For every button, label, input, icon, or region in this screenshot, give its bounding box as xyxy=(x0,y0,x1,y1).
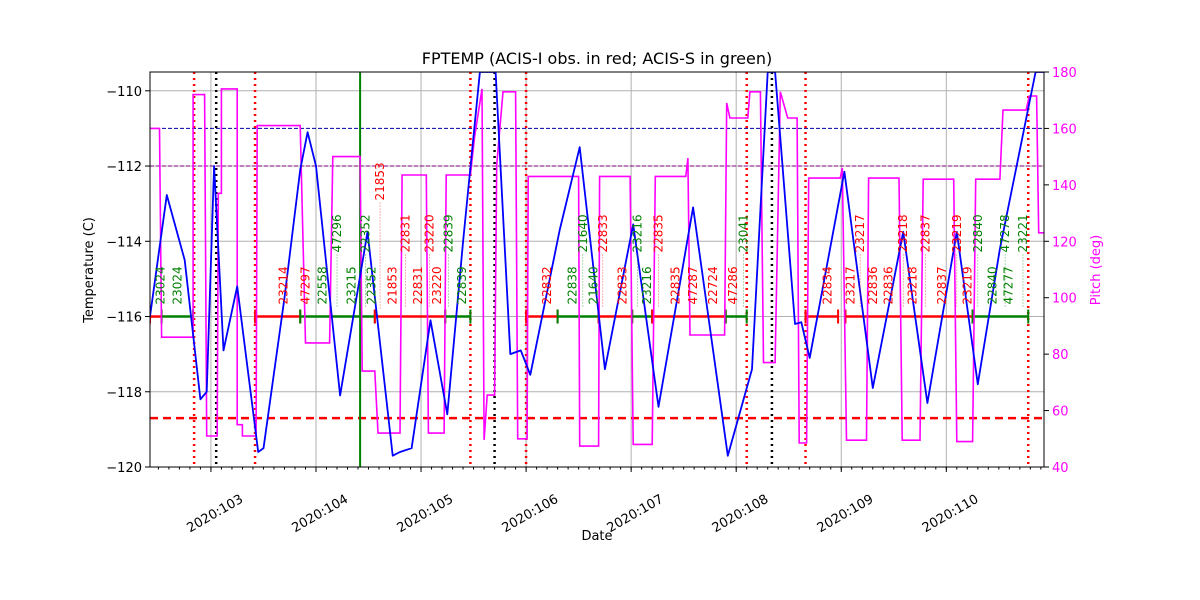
chart-title: FPTEMP (ACIS-I obs. in red; ACIS-S in gr… xyxy=(422,49,772,68)
obsid-label: 23220 xyxy=(430,266,444,304)
obsid-label: 47297 xyxy=(299,266,313,304)
obsid-label: 22835 xyxy=(652,214,666,252)
y2-tick-label: 120 xyxy=(1052,235,1077,250)
y2-tick-label: 100 xyxy=(1052,292,1077,307)
obsid-label: 22839 xyxy=(441,214,455,252)
obsid-label: 22837 xyxy=(935,266,949,304)
obsid-label: 23215 xyxy=(345,266,359,304)
obsid-label: 22838 xyxy=(565,266,579,304)
obsid-label: 22836 xyxy=(866,266,880,304)
y-axis-label: Temperature (C) xyxy=(82,217,97,324)
obsid-label: 23218 xyxy=(896,214,910,252)
obsid-label: 22831 xyxy=(411,266,425,304)
obsid-label: 22833 xyxy=(596,214,610,252)
obsid-label: 22352 xyxy=(365,266,379,304)
obsid-label: 23217 xyxy=(853,214,867,252)
obsid-label: 23220 xyxy=(422,214,436,252)
obsid-label: 47278 xyxy=(998,214,1012,252)
obsid-label: 23216 xyxy=(640,266,654,304)
obsid-label: 22839 xyxy=(455,266,469,304)
obsid-label: 47296 xyxy=(330,214,344,252)
obsid-label: 23214 xyxy=(276,266,290,304)
obsid-label: 23217 xyxy=(844,266,858,304)
y2-tick-label: 80 xyxy=(1052,348,1069,363)
obsid-label: 22724 xyxy=(706,266,720,304)
obsid-label: 22834 xyxy=(821,266,835,304)
obsid-label: 22558 xyxy=(315,266,329,304)
temperature-line xyxy=(150,72,1044,457)
y2-tick-label: 60 xyxy=(1052,405,1069,420)
obsid-label: 21640 xyxy=(576,214,590,252)
y2-tick-label: 140 xyxy=(1052,179,1077,194)
obsid-label: 23024 xyxy=(170,266,184,304)
y-tick-label: −112 xyxy=(106,160,142,175)
plot-frame xyxy=(149,71,1045,468)
obsid-label: 23218 xyxy=(906,266,920,304)
obsid-label: 22831 xyxy=(398,214,412,252)
y2-axis-label: Pitch (deg) xyxy=(1089,235,1104,305)
obsid-label: 47286 xyxy=(726,266,740,304)
obsid-label: 47277 xyxy=(1001,266,1015,304)
obsid-label: 23024 xyxy=(154,266,168,304)
obsid-label: 22352 xyxy=(358,214,372,252)
y-tick-label: −116 xyxy=(106,311,142,326)
obsid-label: 22837 xyxy=(918,214,932,252)
obsid-label: 21853 xyxy=(373,162,387,200)
y-tick-label: −118 xyxy=(106,386,142,401)
y2-tick-label: 180 xyxy=(1052,66,1077,81)
obsid-label: 22833 xyxy=(616,266,630,304)
obsid-label: 22835 xyxy=(668,266,682,304)
y2-tick-label: 40 xyxy=(1052,461,1069,476)
obsid-label: 23041 xyxy=(737,214,751,252)
obsid-label: 22840 xyxy=(986,266,1000,304)
obsid-label: 23216 xyxy=(630,214,644,252)
reference-lines xyxy=(150,72,1044,467)
obsid-label: 22836 xyxy=(882,266,896,304)
y-tick-label: −114 xyxy=(106,235,142,250)
y2-tick-label: 160 xyxy=(1052,122,1077,137)
y-tick-label: −110 xyxy=(106,85,142,100)
y-tick-label: −120 xyxy=(106,461,142,476)
obsid-label: 21640 xyxy=(586,266,600,304)
x-axis-label: Date xyxy=(581,529,612,544)
obsid-label: 23219 xyxy=(950,214,964,252)
obsid-label: 22840 xyxy=(971,214,985,252)
obsid-label: 21853 xyxy=(386,266,400,304)
obsid-label: 23219 xyxy=(960,266,974,304)
obsid-label: 47287 xyxy=(686,266,700,304)
obsid-label: 22832 xyxy=(540,266,554,304)
pitch-line xyxy=(150,88,1044,447)
obsid-label: 23221 xyxy=(1016,214,1030,252)
series xyxy=(150,72,1044,457)
